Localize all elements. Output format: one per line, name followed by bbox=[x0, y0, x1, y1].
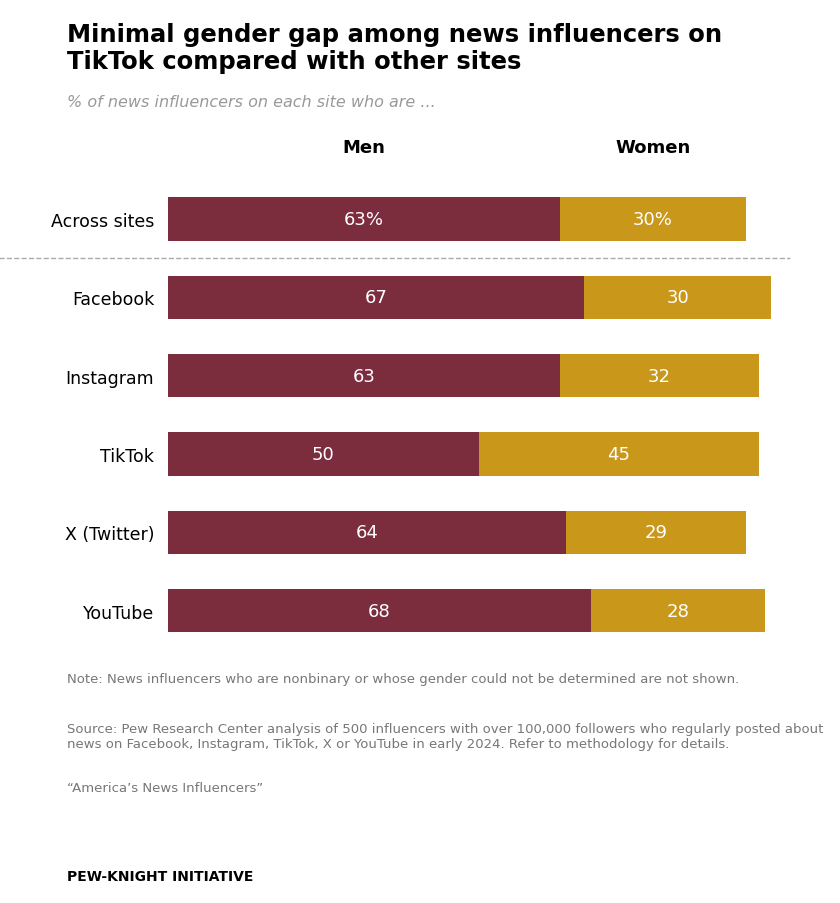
Text: 63%: 63% bbox=[344, 210, 384, 228]
Text: 30: 30 bbox=[666, 289, 689, 307]
Text: 32: 32 bbox=[648, 368, 670, 386]
Bar bbox=[585, 276, 771, 320]
Bar bbox=[168, 276, 585, 320]
Bar bbox=[168, 433, 479, 476]
Bar bbox=[591, 590, 764, 632]
Text: Minimal gender gap among news influencers on: Minimal gender gap among news influencer… bbox=[67, 23, 722, 47]
Bar bbox=[479, 433, 759, 476]
Text: TikTok compared with other sites: TikTok compared with other sites bbox=[67, 50, 522, 74]
Text: Source: Pew Research Center analysis of 500 influencers with over 100,000 follow: Source: Pew Research Center analysis of … bbox=[67, 722, 823, 750]
Text: 29: 29 bbox=[644, 524, 668, 542]
Text: Women: Women bbox=[615, 139, 690, 157]
Text: 28: 28 bbox=[666, 602, 689, 620]
Bar bbox=[168, 590, 591, 632]
Text: 50: 50 bbox=[312, 445, 335, 463]
Bar bbox=[168, 355, 559, 397]
Bar bbox=[559, 355, 759, 397]
Text: 45: 45 bbox=[607, 445, 630, 463]
Text: 63: 63 bbox=[352, 368, 375, 386]
Bar bbox=[566, 511, 746, 554]
Text: 68: 68 bbox=[368, 602, 391, 620]
Text: PEW-KNIGHT INITIATIVE: PEW-KNIGHT INITIATIVE bbox=[67, 869, 254, 882]
Text: Men: Men bbox=[343, 139, 386, 157]
Text: Note: News influencers who are nonbinary or whose gender could not be determined: Note: News influencers who are nonbinary… bbox=[67, 673, 739, 685]
Text: 64: 64 bbox=[355, 524, 378, 542]
Bar bbox=[168, 199, 559, 241]
Bar bbox=[559, 199, 746, 241]
Text: 67: 67 bbox=[365, 289, 388, 307]
Text: 30%: 30% bbox=[633, 210, 673, 228]
Text: % of news influencers on each site who are ...: % of news influencers on each site who a… bbox=[67, 95, 436, 110]
Text: “America’s News Influencers”: “America’s News Influencers” bbox=[67, 781, 264, 794]
Bar bbox=[168, 511, 566, 554]
